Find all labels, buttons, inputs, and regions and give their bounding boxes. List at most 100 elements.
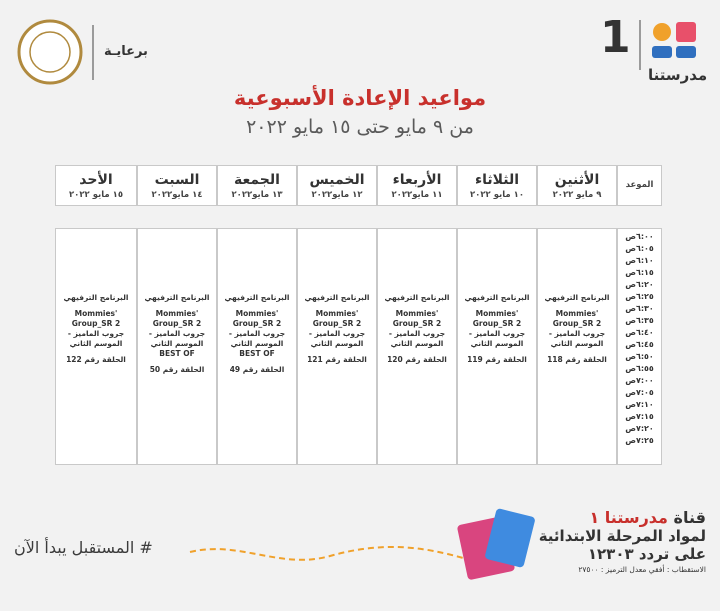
time-slot: ٧:٢٥ص <box>625 436 654 445</box>
time-slot: ٦:٣٥ص <box>625 316 654 325</box>
logo-shape <box>653 23 671 41</box>
day-header-cell: الخميس ١٢ مايو٢٠٢٢ <box>297 165 377 206</box>
season: جروب الماميز - الموسم الثاني <box>67 329 125 348</box>
logo-shape <box>676 46 696 58</box>
specs: الاستقطاب : أفقي معدل الترميز : ٢٧٥٠٠ <box>578 565 706 574</box>
day-date: ١١ مايو٢٠٢٢ <box>391 190 443 200</box>
day-header-cell: الأربعاء ١١ مايو٢٠٢٢ <box>377 165 457 206</box>
program: البرنامج الترفيهي <box>464 293 530 302</box>
program: البرنامج الترفيهي <box>384 293 450 302</box>
time-slot: ٧:١٠ص <box>625 400 654 409</box>
ministry-logo <box>17 19 83 85</box>
day-date: ١٣ مايو٢٠٢٢ <box>231 190 283 200</box>
episode: الحلقة رقم 118 <box>547 355 607 364</box>
ministry-logo-ring <box>29 31 71 73</box>
season: جروب الماميز - الموسم الثاني <box>388 329 446 348</box>
season: جروب الماميز - الموسم الثاني <box>148 329 206 348</box>
season: جروب الماميز - الموسم الثاني <box>308 329 366 348</box>
title: مواعيد الإعادة الأسبوعية <box>233 86 487 110</box>
season: جروب الماميز - الموسم الثاني <box>468 329 526 348</box>
day-body-cell: البرنامج الترفيهي Mommies' Group_SR 2 جروب… <box>217 228 297 465</box>
program: البرنامج الترفيهي <box>304 293 370 302</box>
time-column: ٦:٠٠ص ٦:٠٥ص ٦:١٠ص ٦:١٥ص ٦:٢٠ص ٦:٢٥ص ٦:٣٠ص ٦:٣٥ص… <box>617 228 662 465</box>
day-header-cell: الثلاثاء ١٠ مايو ٢٠٢٢ <box>457 165 537 206</box>
group: Mommies' Group_SR 2 <box>232 309 282 328</box>
time-slot: ٦:٥٥ص <box>625 364 654 373</box>
program: البرنامج الترفيهي <box>544 293 610 302</box>
group: Mommies' Group_SR 2 <box>472 309 522 328</box>
group: Mommies' Group_SR 2 <box>552 309 602 328</box>
group: Mommies' Group_SR 2 <box>71 309 121 328</box>
channel-info: قناة مدرستنا ١ لمواد المرحلة الابتدائية … <box>539 508 706 574</box>
episode: الحلقة رقم 50 <box>149 365 205 374</box>
group: Mommies' Group_SR 2 <box>312 309 362 328</box>
program: البرنامج الترفيهي <box>224 293 290 302</box>
logo-text: مدرستنا <box>648 66 708 84</box>
day-name: الخميس <box>309 172 365 188</box>
episode: الحلقة رقم 119 <box>467 355 527 364</box>
day-name: الأحد <box>79 172 113 188</box>
time-slot: ٧:٠٠ص <box>625 376 654 385</box>
logo-shape <box>652 46 672 58</box>
time-slot: ٦:٠٠ص <box>625 232 654 241</box>
program: البرنامج الترفيهي <box>63 293 129 302</box>
day-body-cell: البرنامج الترفيهي Mommies' Group_SR 2 جروب… <box>457 228 537 465</box>
time-slot: ٧:٢٠ص <box>625 424 654 433</box>
day-header-cell: الأثنين ٩ مايو ٢٠٢٢ <box>537 165 617 206</box>
time-slot: ٦:٤٠ص <box>625 328 654 337</box>
season: جروب الماميز - الموسم الثاني <box>548 329 606 348</box>
note: BEST OF <box>159 349 195 358</box>
episode: الحلقة رقم 121 <box>307 355 367 364</box>
day-name: الثلاثاء <box>474 172 520 188</box>
sponsor: برعايـة <box>104 44 148 59</box>
day-header-cell: الجمعة ١٣ مايو٢٠٢٢ <box>217 165 297 206</box>
time-slot: ٧:١٥ص <box>625 412 654 421</box>
day-body-cell: البرنامج الترفيهي Mommies' Group_SR 2 جروب… <box>537 228 617 465</box>
time-slot: ٧:٠٥ص <box>625 388 654 397</box>
channel-name: مدرستنا ١ <box>589 508 668 527</box>
time-header: الموعد <box>625 180 654 190</box>
day-body-cell: البرنامج الترفيهي Mommies' Group_SR 2 جروب… <box>137 228 217 465</box>
time-slot: ٦:٤٥ص <box>625 340 654 349</box>
time-slot: ٦:١٠ص <box>625 256 654 265</box>
day-date: ١٠ مايو ٢٠٢٢ <box>469 190 525 200</box>
day-date: ١٢ مايو٢٠٢٢ <box>311 190 363 200</box>
time-slot: ٦:٢٥ص <box>625 292 654 301</box>
day-name: الجمعة <box>234 172 280 188</box>
time-slot: ٦:٢٠ص <box>625 280 654 289</box>
day-header-cell: السبت ١٤ مايو٢٠٢٢ <box>137 165 217 206</box>
time-slot: ٦:٥٠ص <box>625 352 654 361</box>
program: البرنامج الترفيهي <box>144 293 210 302</box>
day-body-cell: البرنامج الترفيهي Mommies' Group_SR 2 جروب… <box>377 228 457 465</box>
day-header-cell: الأحد ١٥ مايو ٢٠٢٢ <box>55 165 137 206</box>
day-date: ١٥ مايو ٢٠٢٢ <box>68 190 124 200</box>
logo-shape <box>676 22 696 42</box>
time-slot: ٦:١٥ص <box>625 268 654 277</box>
frequency: على تردد ١٢٣٠٣ <box>587 545 706 563</box>
hashtag: # المستقبل يبدأ الآن <box>14 538 153 557</box>
day-name: الأربعاء <box>392 172 442 188</box>
group: Mommies' Group_SR 2 <box>152 309 202 328</box>
day-body-cell: البرنامج الترفيهي Mommies' Group_SR 2 جروب… <box>55 228 137 465</box>
episode: الحلقة رقم 122 <box>66 355 126 364</box>
day-date: ٩ مايو ٢٠٢٢ <box>552 190 602 200</box>
time-slot: ٦:٣٠ص <box>625 304 654 313</box>
dashed-path <box>189 545 471 561</box>
group: Mommies' Group_SR 2 <box>392 309 442 328</box>
subject: لمواد المرحلة الابتدائية <box>538 527 706 545</box>
day-body-cell: البرنامج الترفيهي Mommies' Group_SR 2 جروب… <box>297 228 377 465</box>
book-icon <box>485 508 535 568</box>
day-name: السبت <box>154 172 200 188</box>
note: BEST OF <box>239 349 275 358</box>
episode: الحلقة رقم 49 <box>229 365 285 374</box>
episode: الحلقة رقم 120 <box>387 355 447 364</box>
subtitle: من ٩ مايو حتى ١٥ مايو ٢٠٢٢ <box>246 116 474 138</box>
day-date: ١٤ مايو٢٠٢٢ <box>151 190 203 200</box>
season: جروب الماميز - الموسم الثاني <box>228 329 286 348</box>
channel-line: قناة مدرستنا ١ <box>539 508 706 527</box>
time-header-cell: الموعد <box>617 165 662 206</box>
logo-number: 1 <box>600 12 631 63</box>
